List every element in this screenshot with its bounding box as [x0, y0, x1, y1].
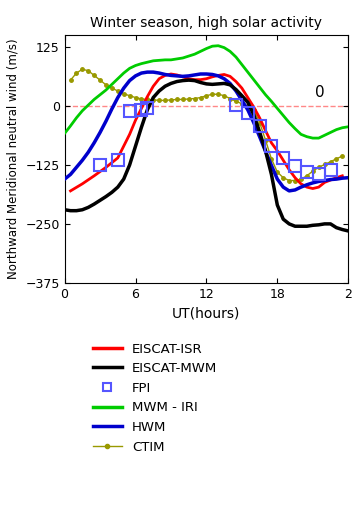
- Legend: EISCAT-ISR, EISCAT-MWM, FPI, MWM - IRI, HWM, CTIM: EISCAT-ISR, EISCAT-MWM, FPI, MWM - IRI, …: [87, 337, 223, 459]
- Text: 0: 0: [315, 85, 325, 99]
- Title: Winter season, high solar activity: Winter season, high solar activity: [90, 16, 322, 30]
- X-axis label: UT(hours): UT(hours): [172, 306, 241, 320]
- Y-axis label: Northward Meridional neutral wind (m/s): Northward Meridional neutral wind (m/s): [7, 39, 20, 279]
